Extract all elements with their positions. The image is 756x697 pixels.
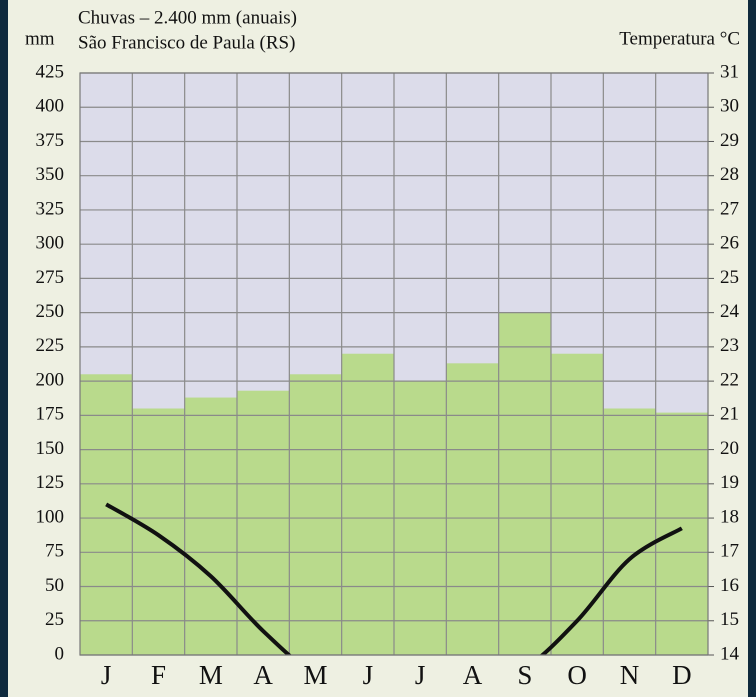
y-tick-label: 350	[36, 164, 65, 185]
x-tick-label: J	[101, 660, 112, 690]
bar	[184, 397, 237, 655]
y2-tick-label: 26	[720, 233, 739, 254]
x-tick-label: D	[672, 660, 692, 690]
y2-tick-label: 30	[720, 96, 739, 117]
bar	[446, 363, 499, 655]
x-tick-label: J	[415, 660, 426, 690]
y2-tick-label: 18	[720, 506, 739, 527]
y2-tick-label: 27	[720, 198, 739, 219]
y-tick-label: 300	[36, 233, 65, 254]
bar	[551, 353, 604, 655]
temperature-line	[105, 502, 683, 655]
x-tick-label: M	[199, 660, 223, 690]
y2-tick-label: 23	[720, 335, 739, 356]
y2-tick-label: 16	[720, 575, 739, 596]
y-tick-label: 250	[36, 301, 65, 322]
y-tick-label: 425	[36, 61, 65, 82]
chart-title: Chuvas – 2.400 mm (anuais)	[78, 7, 297, 28]
chart-subtitle: São Francisco de Paula (RS)	[78, 32, 295, 53]
y-tick-label: 25	[45, 609, 64, 630]
y2-tick-label: 21	[720, 404, 739, 425]
bar	[132, 408, 185, 655]
y2-tick-label: 28	[720, 164, 739, 185]
bar	[341, 353, 394, 655]
y-tick-label: 325	[36, 198, 65, 219]
y-tick-label: 125	[36, 472, 65, 493]
y-tick-label: 100	[36, 506, 65, 527]
y-tick-label: 225	[36, 335, 65, 356]
x-tick-label: F	[151, 660, 166, 690]
y2-tick-label: 20	[720, 438, 739, 459]
x-tick-label: O	[567, 660, 587, 690]
y2-tick-label: 25	[720, 267, 739, 288]
x-tick-label: A	[253, 660, 273, 690]
bar	[655, 412, 708, 655]
y2-tick-label: 17	[720, 541, 739, 562]
y-tick-label: 375	[36, 130, 65, 151]
y-tick-label: 50	[45, 575, 64, 596]
plot-frame	[79, 72, 709, 656]
x-tick-label: A	[463, 660, 483, 690]
y-tick-label: 0	[55, 643, 65, 664]
y-tick-label: 150	[36, 438, 65, 459]
y-tick-label: 75	[45, 541, 64, 562]
y2-tick-label: 14	[720, 643, 740, 664]
y2-tick-label: 31	[720, 61, 739, 82]
x-tick-label: J	[363, 660, 374, 690]
y-tick-label: 200	[36, 369, 65, 390]
y2-tick-label: 19	[720, 472, 739, 493]
y2-tick-label: 29	[720, 130, 739, 151]
bar	[603, 408, 656, 655]
y-tick-label: 175	[36, 404, 65, 425]
y2-tick-label: 15	[720, 609, 739, 630]
y-tick-label: 400	[36, 96, 65, 117]
y2-tick-label: 22	[720, 369, 739, 390]
x-tick-label: S	[517, 660, 532, 690]
bar	[289, 374, 342, 655]
x-tick-label: M	[303, 660, 327, 690]
y2-tick-label: 24	[720, 301, 740, 322]
y2-axis-label: Temperatura °C	[619, 28, 740, 49]
y-tick-label: 275	[36, 267, 65, 288]
x-tick-label: N	[620, 660, 640, 690]
bar	[237, 390, 290, 655]
y-axis-label: mm	[25, 28, 55, 49]
